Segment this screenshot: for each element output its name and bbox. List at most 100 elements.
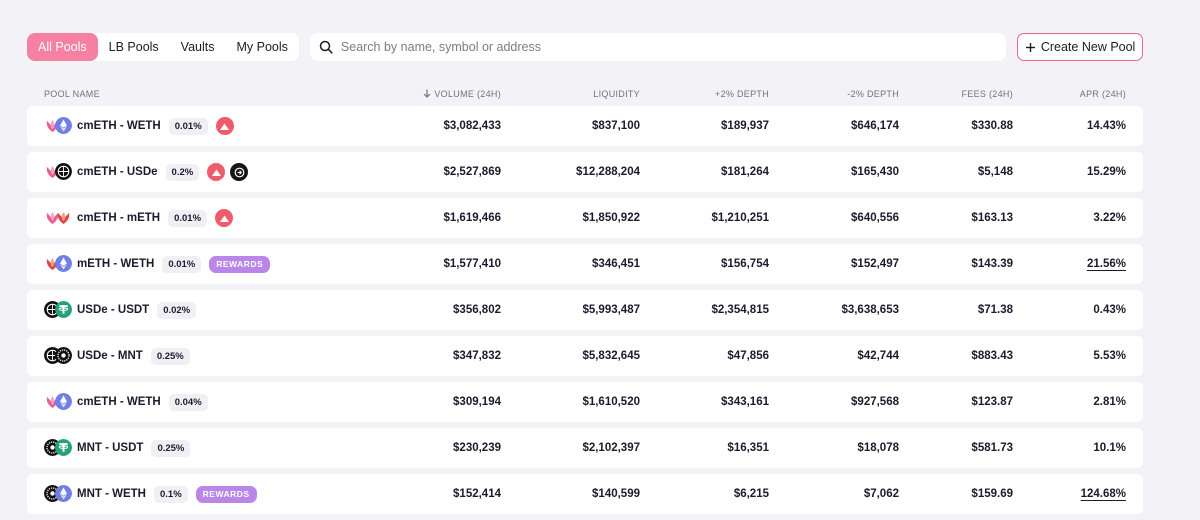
- column-volume-label: VOLUME (24H): [434, 89, 501, 99]
- column-volume[interactable]: VOLUME (24H): [423, 89, 501, 99]
- pools-page: All Pools LB Pools Vaults My Pools Creat…: [27, 33, 1143, 520]
- tab-lb-pools[interactable]: LB Pools: [108, 40, 159, 54]
- table-row[interactable]: MNT - WETH 0.1% REWARDS $152,414 $140,599…: [27, 474, 1143, 514]
- column-liquidity[interactable]: LIQUIDITY: [593, 89, 640, 99]
- table-row[interactable]: cmETH - mETH 0.01% $1,619,466 $1,850,922…: [27, 198, 1143, 238]
- apr-value: 15.29%: [1087, 152, 1126, 192]
- depth-up-value: $47,856: [727, 350, 769, 362]
- rewards-badge: REWARDS: [195, 485, 257, 503]
- apr-text[interactable]: 21.56%: [1086, 258, 1126, 270]
- pool-name-cell: cmETH - mETH 0.01%: [44, 198, 234, 238]
- ethena-protocol-icon: [230, 163, 249, 181]
- pool-name-cell: MNT - USDT 0.25%: [44, 428, 191, 468]
- token-pair-icons: [44, 439, 72, 457]
- depth-down-value: $42,744: [857, 350, 899, 362]
- depth-down-value: $640,556: [851, 212, 899, 224]
- toolbar: All Pools LB Pools Vaults My Pools Creat…: [27, 33, 1143, 61]
- depth-up-value: $16,351: [727, 442, 769, 454]
- apr-text: 0.43%: [1093, 304, 1126, 316]
- pool-pair: MNT - WETH: [77, 488, 146, 500]
- apr-value: 10.1%: [1093, 428, 1126, 468]
- depth-up-value: $2,354,815: [711, 304, 769, 316]
- fee-tier: 0.25%: [151, 439, 191, 457]
- rewards-badge: REWARDS: [209, 255, 271, 273]
- volume-value: $3,082,433: [443, 120, 501, 132]
- fee-tier: 0.01%: [168, 117, 208, 135]
- fees-value: $159.69: [971, 488, 1013, 500]
- search-box: [309, 33, 1007, 61]
- cm-protocol-icon: [215, 209, 234, 227]
- pool-name-cell: USDe - MNT 0.25%: [44, 336, 190, 376]
- liquidity-value: $140,599: [592, 488, 640, 500]
- token-pair-icons: [44, 255, 72, 273]
- depth-up-value: $181,264: [721, 166, 769, 178]
- volume-value: $1,577,410: [443, 258, 501, 270]
- pool-pair: cmETH - USDe: [77, 166, 158, 178]
- liquidity-value: $2,102,397: [582, 442, 640, 454]
- table-row[interactable]: MNT - USDT 0.25% $230,239 $2,102,397 $16…: [27, 428, 1143, 468]
- table-row[interactable]: cmETH - WETH 0.01% $3,082,433 $837,100 $…: [27, 106, 1143, 146]
- weth-token-icon: [55, 117, 72, 134]
- column-apr[interactable]: APR (24H): [1079, 89, 1126, 99]
- volume-value: $152,414: [453, 488, 501, 500]
- depth-down-value: $18,078: [857, 442, 899, 454]
- fees-value: $330.88: [971, 120, 1013, 132]
- table-row[interactable]: USDe - USDT 0.02% $356,802 $5,993,487 $2…: [27, 290, 1143, 330]
- liquidity-value: $1,610,520: [582, 396, 640, 408]
- token-pair-icons: [44, 209, 72, 227]
- fees-value: $163.13: [971, 212, 1013, 224]
- token-pair-icons: [44, 117, 72, 135]
- depth-down-value: $646,174: [851, 120, 899, 132]
- token-pair-icons: [44, 485, 72, 503]
- weth-token-icon: [55, 255, 72, 272]
- apr-text: 14.43%: [1086, 120, 1126, 132]
- tab-my-pools[interactable]: My Pools: [236, 40, 288, 54]
- volume-value: $2,527,869: [443, 166, 501, 178]
- pool-name-cell: cmETH - WETH 0.01%: [44, 106, 234, 146]
- liquidity-value: $1,850,922: [582, 212, 640, 224]
- table-header: POOL NAME VOLUME (24H) LIQUIDITY +2% DEP…: [27, 86, 1143, 103]
- depth-down-value: $7,062: [863, 488, 899, 500]
- volume-value: $230,239: [453, 442, 501, 454]
- pool-table-body: cmETH - WETH 0.01% $3,082,433 $837,100 $…: [27, 106, 1143, 514]
- fee-tier: 0.01%: [168, 209, 208, 227]
- column-depth-down[interactable]: -2% DEPTH: [847, 89, 899, 99]
- search-input[interactable]: [340, 40, 1001, 54]
- depth-down-value: $165,430: [851, 166, 899, 178]
- pool-pair: cmETH - WETH: [77, 120, 161, 132]
- apr-text[interactable]: 124.68%: [1080, 488, 1126, 500]
- fee-tier: 0.25%: [150, 347, 190, 365]
- column-depth-up[interactable]: +2% DEPTH: [715, 89, 769, 99]
- pool-name-cell: MNT - WETH 0.1% REWARDS: [44, 474, 257, 514]
- volume-value: $309,194: [453, 396, 501, 408]
- apr-value: 21.56%: [1087, 244, 1126, 284]
- mnt-token-icon: [55, 347, 72, 364]
- tab-vaults[interactable]: Vaults: [180, 40, 215, 54]
- column-pool-name[interactable]: POOL NAME: [44, 89, 100, 99]
- apr-text: 3.22%: [1093, 212, 1126, 224]
- apr-value: 0.43%: [1093, 290, 1126, 330]
- table-row[interactable]: cmETH - WETH 0.04% $309,194 $1,610,520 $…: [27, 382, 1143, 422]
- fees-value: $581.73: [971, 442, 1013, 454]
- cm-protocol-icon: [215, 117, 234, 135]
- pool-name-cell: USDe - USDT 0.02%: [44, 290, 197, 330]
- create-new-pool-button[interactable]: Create New Pool: [1017, 33, 1143, 61]
- volume-value: $347,832: [453, 350, 501, 362]
- apr-value: 3.22%: [1093, 198, 1126, 238]
- usdt-token-icon: [55, 301, 72, 318]
- column-fees[interactable]: FEES (24H): [961, 89, 1013, 99]
- token-pair-icons: [44, 393, 72, 411]
- table-row[interactable]: USDe - MNT 0.25% $347,832 $5,832,645 $47…: [27, 336, 1143, 376]
- depth-up-value: $156,754: [721, 258, 769, 270]
- liquidity-value: $5,832,645: [582, 350, 640, 362]
- table-row[interactable]: mETH - WETH 0.01% REWARDS $1,577,410 $346…: [27, 244, 1143, 284]
- usdt-token-icon: [55, 439, 72, 456]
- fee-tier: 0.1%: [153, 485, 188, 503]
- apr-value: 2.81%: [1093, 382, 1126, 422]
- search-icon: [319, 40, 333, 54]
- table-row[interactable]: cmETH - USDe 0.2% $2,527,869 $12,288,204…: [27, 152, 1143, 192]
- volume-value: $1,619,466: [443, 212, 501, 224]
- pool-name-cell: mETH - WETH 0.01% REWARDS: [44, 244, 271, 284]
- tab-all-pools[interactable]: All Pools: [27, 33, 98, 61]
- apr-text: 5.53%: [1093, 350, 1126, 362]
